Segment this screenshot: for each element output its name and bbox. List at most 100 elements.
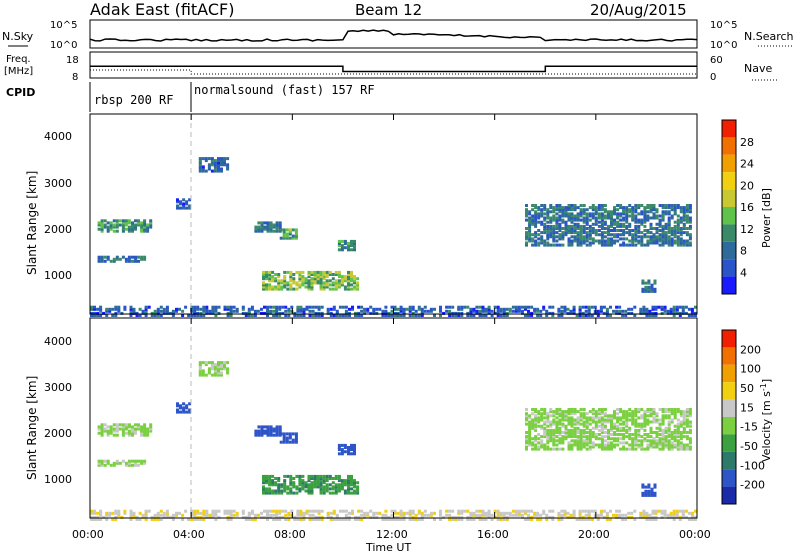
power-cell-83 (103, 259, 107, 263)
power-cell-201 (269, 221, 273, 225)
velocity-cell-1585 (475, 513, 479, 517)
velocity-cell-677 (570, 422, 574, 426)
velocity-cell-1472 (348, 515, 351, 519)
power-cell-282 (280, 279, 284, 283)
velocity-cell-237 (294, 432, 298, 436)
power-cell-1024 (649, 231, 653, 235)
velocity-cell-360 (319, 483, 323, 487)
power-cell-1123 (670, 227, 674, 230)
velocity-cell-496 (531, 426, 535, 430)
power-cell-865 (610, 210, 613, 214)
power-cell-658 (567, 229, 571, 232)
velocity-cell-871 (613, 431, 616, 434)
power-cell-1757 (660, 305, 664, 309)
power-cell-369 (322, 277, 326, 281)
power-cell-686 (573, 235, 577, 239)
velocity-cell-1042 (652, 412, 656, 416)
power-cell-63 (143, 229, 147, 233)
power-cell-1007 (643, 206, 647, 210)
power-cell-1582 (472, 309, 476, 313)
power-cell-751 (585, 222, 589, 226)
freq-series (90, 65, 697, 73)
velocity-cell-1008 (646, 447, 650, 451)
velocity-cell-1212 (688, 410, 692, 414)
power-cell-239 (262, 285, 265, 289)
power-cell-295 (289, 285, 293, 289)
velocity-cell-1102 (667, 441, 671, 445)
velocity-cell-1344 (211, 515, 215, 519)
velocity-cell-1553 (442, 515, 446, 519)
velocity-cell-468 (525, 439, 528, 443)
power-cell-88 (112, 259, 116, 263)
velocity-cell-517 (534, 410, 538, 414)
power-cell-182 (257, 225, 261, 229)
power-cell-1571 (460, 307, 464, 311)
power-cell-356 (319, 287, 323, 291)
power-cell-164 (220, 167, 223, 171)
velocity-cell-1356 (226, 518, 230, 521)
velocity-cell-794 (594, 412, 598, 416)
power-cell-909 (622, 222, 626, 226)
power-cell-975 (637, 229, 641, 232)
velocity-cell-1208 (688, 422, 692, 426)
power-cell-1115 (667, 204, 671, 207)
power-cell-1047 (655, 237, 659, 241)
power-cell-407 (340, 277, 344, 281)
power-cell-377 (325, 275, 329, 279)
power-cell-559 (546, 235, 550, 239)
velocity-cell-742 (582, 412, 586, 416)
power-cell-1416 (287, 307, 291, 311)
nsearch-tick-top: 10^5 (710, 20, 737, 31)
power-cell-908 (622, 224, 626, 228)
velocity-cell-7 (100, 425, 104, 429)
power-cell-301 (289, 270, 293, 274)
power-cell-627 (558, 204, 562, 207)
velocity-cell-238 (262, 491, 265, 495)
power-cell-864 (610, 212, 613, 216)
velocity-cell-635 (561, 422, 565, 426)
velocity-cell-667 (567, 408, 571, 411)
power-cell-1665 (560, 311, 564, 315)
power-cell-770 (588, 206, 592, 210)
power-cell-25 (115, 225, 119, 229)
power-cell-1382 (253, 311, 257, 315)
velocity-cell-390 (334, 491, 338, 495)
power-cell-1587 (478, 314, 482, 317)
power-cell-903 (622, 241, 626, 245)
power-cell-26 (115, 223, 119, 227)
velocity-cell-823 (600, 412, 604, 416)
power-cell-515 (534, 212, 538, 216)
velocity-cell-1234 (653, 483, 657, 487)
velocity-cell-444 (337, 443, 341, 447)
velocity-cell-203 (272, 429, 276, 433)
velocity-cell-1541 (420, 511, 424, 515)
power-cell-1353 (217, 305, 221, 309)
power-cell-1345 (211, 309, 215, 313)
power-cell-1138 (673, 212, 677, 216)
power-cell-778 (591, 216, 595, 220)
velocity-cell-1572 (460, 509, 464, 513)
velocity-cell-1638 (527, 515, 530, 519)
velocity-cell-1406 (278, 515, 282, 519)
velocity-cell-1025 (649, 431, 653, 434)
power-cell-67 (143, 221, 147, 225)
power-cell-1468 (344, 311, 348, 315)
power-cell-1769 (672, 307, 676, 311)
velocity-cell-1721 (618, 509, 622, 513)
velocity-cell-1620 (505, 511, 509, 515)
velocity-cell-89 (112, 461, 116, 465)
power-cell-1143 (676, 243, 680, 247)
velocity-cell-1067 (658, 418, 662, 422)
velocity-cell-1170 (679, 412, 683, 416)
velocity-cell-1204 (688, 437, 692, 441)
power-cell-185 (260, 227, 264, 231)
velocity-cell-712 (576, 410, 580, 414)
power-cell-198 (269, 227, 273, 231)
power-cell-860 (610, 220, 613, 224)
power-cell-1163 (679, 231, 683, 235)
velocity-cell-514 (534, 418, 538, 422)
power-cell-731 (582, 237, 586, 241)
power-cell-1516 (399, 314, 403, 317)
power-cell-422 (347, 270, 350, 274)
power-cell-309 (295, 281, 299, 285)
